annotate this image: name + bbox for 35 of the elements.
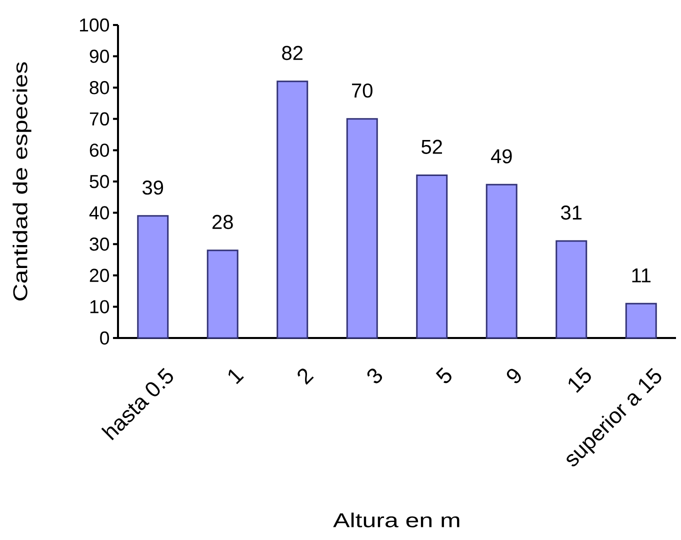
x-tick-label: 2 [298,368,314,385]
y-tick-label: 80 [90,80,110,94]
y-tick-label: 10 [90,300,110,314]
bar [206,250,238,339]
x-tick-label: 15 [568,367,591,393]
bar [556,240,588,339]
y-tick-label: 40 [89,206,110,220]
data-label: 52 [422,140,442,154]
y-tick-label: 90 [90,50,110,63]
data-label: 39 [142,180,164,195]
data-label: 70 [352,83,372,98]
y-tick-label: 60 [90,144,110,157]
x-axis-title: Altura en m [333,512,460,528]
data-label: 28 [212,214,233,230]
y-tick-label: 0 [100,331,110,345]
x-tick-label: 5 [436,367,452,384]
y-tick-label: 100 [80,18,110,32]
x-tick-label: 3 [367,368,382,384]
x-tick-label: 9 [506,368,521,384]
bar [625,302,657,339]
data-label: 31 [561,206,582,220]
y-tick-label: 50 [90,174,110,188]
bar [137,215,169,339]
data-label: 82 [282,46,302,60]
data-label: 11 [632,268,651,282]
bar [346,118,378,339]
y-tick-label: 30 [90,237,110,251]
y-tick-label: 20 [90,268,110,282]
data-label: 49 [490,149,512,164]
y-axis-title: Cantidad de especies [12,62,32,300]
x-tick-label: 1 [228,369,244,384]
bar [486,184,518,339]
bar [276,80,308,339]
y-tick-label: 70 [90,112,110,126]
bar [416,174,448,339]
